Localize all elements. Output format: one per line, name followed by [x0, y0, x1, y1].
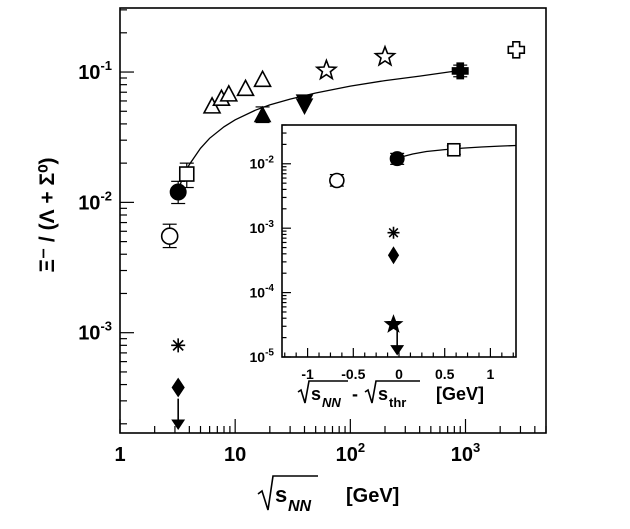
- main-x-axis-label: s NN [GeV]: [257, 475, 399, 515]
- main-filled-triangle-down-point: [295, 94, 314, 111]
- inset-x-tick-label: 0.5: [435, 366, 455, 382]
- main-open-triangle-point: [219, 84, 239, 102]
- main-filled-triangle-point: [253, 105, 272, 123]
- main-x-tick-label: 103: [451, 440, 480, 466]
- inset-x-label-s-b: s: [378, 384, 388, 404]
- main-x-sqrt-sign: [257, 475, 318, 511]
- main-plot: 10-310-210-11 10 102 103: [78, 7, 547, 466]
- main-fit-curve: [174, 69, 461, 200]
- main-filled-cross-point: [451, 62, 469, 80]
- main-open-star-point: [314, 58, 339, 81]
- inset-open-circle-point: [329, 172, 345, 189]
- main-x-tick-label: 102: [336, 440, 365, 466]
- inset-x-axis-label: s NN - s thr [GeV]: [297, 380, 484, 410]
- inset-x-tick-label: -0.5: [341, 366, 365, 382]
- main-asterisk-point: [171, 338, 186, 353]
- main-open-triangle-point: [253, 69, 272, 88]
- inset-asterisk-point: [387, 226, 400, 239]
- inset-x-tick-label: 1: [487, 366, 495, 382]
- main-open-cross-point: [507, 40, 526, 59]
- main-y-axis-label: Ξ⁻ / (Λ + Σ⁰): [36, 157, 59, 272]
- main-upper-limit-arrow-point: [171, 398, 186, 430]
- main-x-tick-label: 10: [224, 444, 246, 466]
- main-filled-diamond-point: [171, 377, 185, 398]
- inset-x-label-minus: -: [352, 384, 358, 404]
- inset-x-label-sub-a: NN: [322, 395, 341, 410]
- main-open-square-point: [178, 166, 195, 182]
- main-x-label-unit: [GeV]: [346, 485, 399, 507]
- inset-open-square-point: [447, 142, 461, 157]
- inset-x-sqrt-sign-b: [364, 380, 420, 404]
- main-x-label-sub: NN: [288, 498, 312, 515]
- inset-x-label-s-a: s: [311, 384, 321, 404]
- main-y-tick-label: 10-2: [78, 188, 112, 214]
- main-open-triangle-point: [236, 78, 255, 97]
- inset-x-label-sub-b: thr: [389, 395, 406, 410]
- main-y-tick-label: 10-3: [78, 319, 112, 345]
- inset-y-tick-label: 10-5: [250, 348, 275, 365]
- main-open-circle-point: [160, 227, 179, 246]
- main-x-tick-label: 1: [114, 444, 125, 466]
- inset-filled-star-point: [383, 314, 404, 333]
- inset-y-tick-label: 10-2: [250, 154, 275, 171]
- main-filled-circle-point: [169, 183, 187, 201]
- inset-x-label-unit: [GeV]: [436, 384, 484, 404]
- inset-filled-diamond-point: [387, 246, 400, 265]
- main-open-star-point: [373, 44, 397, 67]
- inset-plot: 10-5 10-4 10-3 10-2 -1 -0.5 0 0.5 1: [250, 124, 517, 382]
- inset-filled-circle-point: [389, 151, 405, 167]
- inset-y-tick-label: 10-3: [250, 219, 275, 236]
- inset-x-tick-label: 0: [395, 366, 403, 382]
- main-y-tick-label: 10-1: [78, 58, 112, 84]
- inset-y-tick-label: 10-4: [250, 283, 275, 300]
- inset-x-sqrt-sign-a: [297, 380, 348, 404]
- inset-upper-limit-arrow-point: [390, 327, 405, 356]
- main-x-label-s: s: [275, 482, 287, 507]
- inset-fit-curve: [396, 144, 517, 160]
- inset-x-tick-label: -1: [301, 366, 314, 382]
